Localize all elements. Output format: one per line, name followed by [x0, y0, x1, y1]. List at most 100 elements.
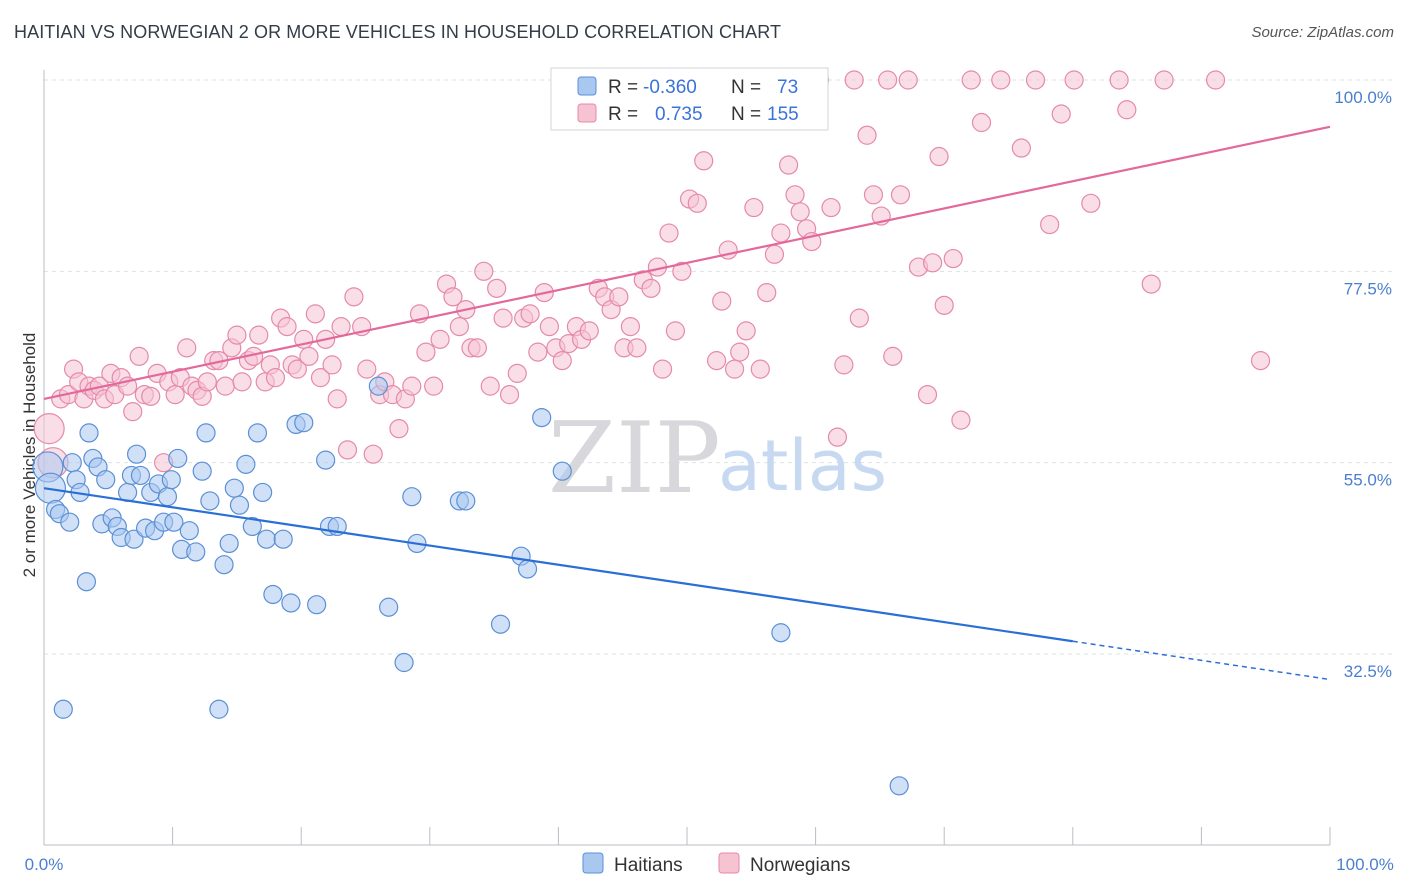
- haitians-point: [247, 423, 268, 443]
- haitians-point: [209, 699, 229, 719]
- haitians-point: [316, 450, 336, 470]
- norwegians-point: [416, 342, 436, 362]
- haitians-point: [532, 407, 552, 428]
- watermark: ZIP atlas: [548, 402, 887, 516]
- norwegians-point: [507, 363, 527, 383]
- norwegians-point: [1250, 351, 1271, 371]
- haitians-point: [76, 572, 97, 592]
- haitians-point: [79, 423, 99, 443]
- norwegians-point: [197, 372, 217, 392]
- haitians-point: [179, 521, 199, 541]
- haitians-point: [368, 376, 388, 396]
- legend-swatch-haitians: [577, 76, 597, 96]
- norwegians-point: [1205, 70, 1226, 90]
- norwegians-point: [898, 70, 918, 90]
- norwegians-point: [287, 359, 307, 379]
- norwegians-point: [665, 321, 686, 341]
- watermark-zip: ZIP: [548, 402, 721, 516]
- haitians-point: [273, 529, 293, 549]
- norwegians-point: [1025, 70, 1046, 90]
- norwegians-point: [834, 355, 854, 375]
- norwegians-point: [402, 376, 422, 396]
- norwegians-point: [1109, 70, 1129, 90]
- norwegians-point: [659, 223, 679, 243]
- norwegians-point: [951, 410, 971, 430]
- norwegians-point: [33, 413, 65, 445]
- norwegians-point: [227, 325, 247, 345]
- norwegians-point: [310, 368, 331, 388]
- bottom-legend-swatch-norwegians: [718, 852, 740, 874]
- norwegians-point: [1064, 70, 1084, 90]
- x-tick-label-min: 0.0%: [25, 855, 64, 874]
- haitians-point: [224, 478, 244, 498]
- norwegians-point: [474, 261, 494, 281]
- haitians-point: [214, 555, 234, 575]
- norwegians-point: [232, 372, 252, 392]
- norwegians-point: [1040, 214, 1060, 235]
- norwegians-point: [790, 202, 810, 222]
- norwegians-point: [579, 321, 599, 341]
- norwegians-point: [706, 351, 727, 371]
- bottom-legend: Haitians Norwegians: [582, 852, 850, 876]
- legend-n-value-norwegians: 155: [767, 104, 799, 125]
- norwegians-point: [277, 317, 297, 337]
- norwegians-point: [724, 359, 745, 379]
- source-label: Source: ZipAtlas.com: [1251, 24, 1394, 41]
- norwegians-point: [917, 385, 938, 405]
- norwegians-point: [778, 155, 799, 175]
- norwegians-point: [785, 185, 805, 205]
- norwegians-point: [971, 112, 992, 133]
- norwegians-point: [1141, 274, 1161, 294]
- norwegians-point: [929, 146, 949, 167]
- norwegians-point: [844, 70, 864, 90]
- norwegians-point: [344, 287, 364, 307]
- y-tick-label: 55.0%: [1344, 471, 1392, 490]
- legend-r-label-haitians: R =: [608, 77, 638, 98]
- norwegians-point: [1117, 100, 1137, 120]
- norwegians-point: [1154, 70, 1174, 90]
- haitians-point: [552, 461, 572, 481]
- norwegians-point: [331, 317, 351, 337]
- haitians-point: [219, 533, 239, 554]
- haitians-point: [164, 512, 184, 532]
- grid: [44, 79, 1392, 655]
- norwegians-point: [890, 185, 911, 205]
- y-tick-label: 77.5%: [1344, 279, 1392, 298]
- norwegians-point: [165, 385, 185, 405]
- haitians-trend-line: [43, 487, 1073, 643]
- norwegians-point: [883, 346, 903, 366]
- haitians-point: [402, 487, 422, 507]
- haitians-point: [456, 491, 476, 511]
- y-axis-label: 2 or more Vehicles in Household: [20, 333, 39, 578]
- norwegians-point: [129, 346, 149, 366]
- norwegians-point: [337, 440, 358, 460]
- norwegians-point: [363, 444, 383, 464]
- haitians-point: [889, 776, 909, 796]
- norwegians-point: [730, 342, 750, 362]
- haitians-point: [157, 487, 178, 507]
- legend-n-label-norwegians: N =: [731, 104, 761, 125]
- norwegians-point: [265, 368, 286, 388]
- norwegians-point: [757, 282, 777, 303]
- norwegians-point: [1011, 138, 1031, 158]
- norwegians-point: [249, 325, 269, 345]
- norwegians-point: [827, 427, 848, 447]
- norwegians-point: [961, 70, 981, 90]
- haitians-point: [281, 593, 301, 613]
- y-tick-label: 100.0%: [1334, 88, 1392, 107]
- norwegians-point: [736, 321, 756, 341]
- haitians-point: [517, 559, 538, 579]
- haitians-point: [253, 482, 273, 503]
- legend-r-label-norwegians: R =: [608, 104, 638, 125]
- norwegians-point: [141, 386, 161, 406]
- haitians-point: [53, 699, 73, 719]
- legend-swatch-norwegians: [577, 103, 597, 123]
- legend-box: [550, 67, 829, 131]
- norwegians-point: [389, 419, 409, 439]
- norwegians-point: [863, 185, 884, 205]
- legend-n-label-haitians: N =: [731, 77, 761, 98]
- y-tick-label: 32.5%: [1344, 662, 1392, 681]
- haitians-point: [256, 529, 277, 549]
- y-tick-labels: 32.5% 55.0% 77.5% 100.0%: [1334, 88, 1392, 681]
